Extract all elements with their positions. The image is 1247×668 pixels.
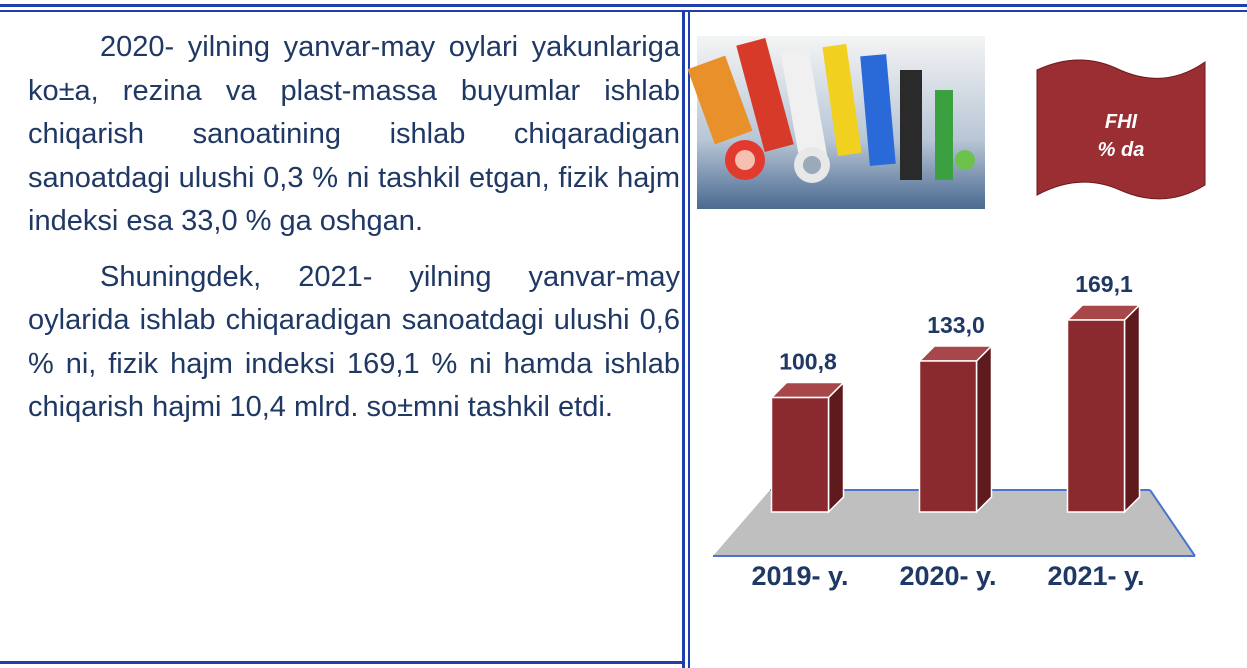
banner-text: % da — [1098, 139, 1145, 161]
chart: FHI % da 100,8 2019- y. 133,0 2020- y. 169,1… — [0, 0, 1247, 668]
bar-side — [977, 346, 992, 512]
bar — [772, 398, 829, 512]
x-tick-label: 2020- y. — [899, 561, 996, 591]
bar-side — [1125, 305, 1140, 512]
bar — [1068, 320, 1125, 512]
banner-text: FHI — [1105, 111, 1138, 133]
photo — [688, 36, 985, 209]
banner: FHI % da — [1037, 60, 1205, 199]
x-tick-label: 2021- y. — [1047, 561, 1144, 591]
page: 2020- yilning yanvar-may oylari yakunlar… — [0, 0, 1247, 668]
value-label: 133,0 — [927, 312, 985, 338]
bar — [920, 361, 977, 512]
value-label: 169,1 — [1075, 271, 1133, 297]
x-tick-label: 2019- y. — [751, 561, 848, 591]
bar-side — [829, 383, 844, 512]
value-label: 100,8 — [779, 349, 837, 375]
